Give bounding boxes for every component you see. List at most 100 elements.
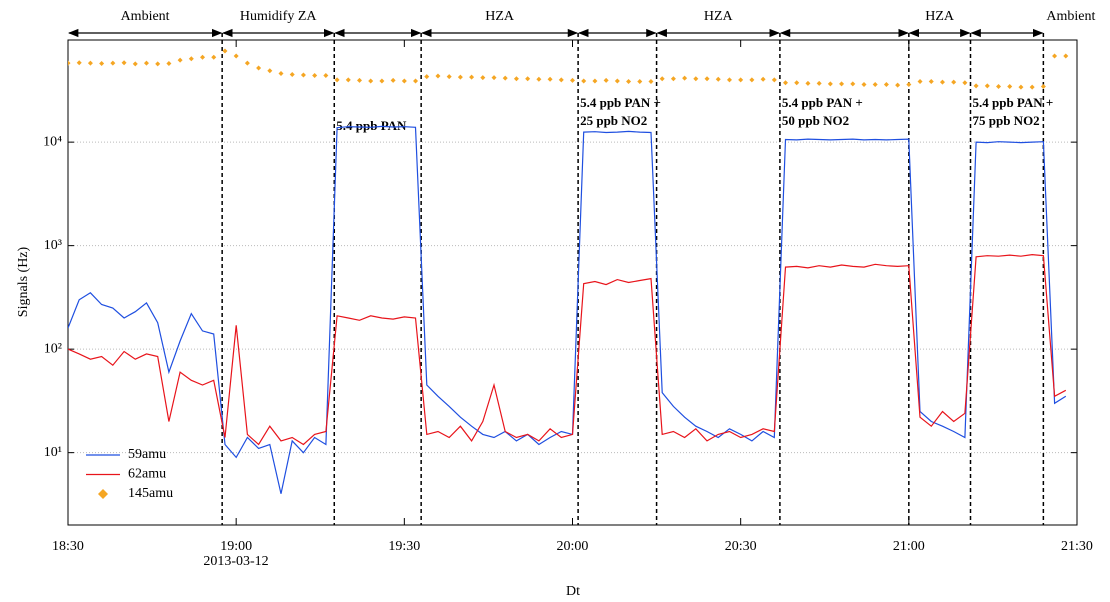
phase-label: HZA — [925, 9, 955, 24]
y-tick-label: 10³ — [44, 238, 62, 253]
series-point — [99, 61, 105, 67]
series-point — [1007, 83, 1013, 89]
series-point — [816, 80, 822, 86]
series-point — [861, 82, 867, 88]
series-point — [839, 81, 845, 87]
series-point — [491, 75, 497, 81]
series-point — [738, 77, 744, 83]
annotation: 5.4 ppb PAN — [336, 118, 407, 133]
series-point — [1052, 53, 1058, 59]
series-point — [637, 79, 643, 85]
series-point — [424, 74, 430, 80]
series-point — [962, 80, 968, 86]
x-tick-label: 18:30 — [52, 539, 84, 554]
series-point — [536, 76, 542, 82]
series-point — [850, 81, 856, 87]
series-point — [233, 53, 239, 59]
series-point — [256, 65, 262, 71]
series-point — [1040, 83, 1046, 89]
series-point — [1063, 53, 1069, 59]
y-tick-label: 10² — [44, 341, 62, 356]
x-date-label: 2013-03-12 — [203, 554, 268, 569]
series-point — [457, 74, 463, 80]
legend-marker — [98, 489, 108, 499]
series-point — [726, 77, 732, 83]
series-point — [155, 61, 161, 67]
series-point — [996, 83, 1002, 89]
series-point — [312, 73, 318, 79]
series-point — [244, 60, 250, 66]
series-point — [413, 78, 419, 84]
series-point — [794, 80, 800, 86]
series-point — [110, 60, 116, 66]
series-point — [648, 79, 654, 85]
series-point — [570, 77, 575, 83]
series-point — [76, 60, 82, 66]
series-point — [581, 78, 587, 84]
series-point — [121, 60, 127, 66]
series-point — [480, 75, 486, 81]
y-tick-label: 10⁴ — [43, 134, 62, 149]
series-point — [323, 73, 329, 79]
series-point — [166, 61, 172, 67]
series-point — [872, 82, 878, 88]
series-line — [68, 125, 1067, 494]
series-point — [805, 80, 811, 86]
series-point — [267, 68, 273, 74]
annotation: 50 ppb NO2 — [782, 113, 849, 128]
series-point — [278, 71, 284, 77]
series-point — [895, 82, 901, 88]
series-line — [68, 253, 1067, 446]
series-point — [693, 76, 699, 82]
series-point — [188, 56, 194, 62]
series-point — [222, 48, 228, 54]
series-point — [704, 76, 710, 82]
annotation: 5.4 ppb PAN + — [972, 95, 1053, 110]
series-point — [715, 76, 721, 82]
x-tick-label: 20:00 — [557, 539, 589, 554]
series-point — [68, 60, 71, 66]
phase-label: HZA — [704, 9, 734, 24]
legend-label: 59amu — [128, 447, 166, 462]
series-point — [502, 75, 508, 81]
series-point — [883, 82, 889, 88]
series-point — [547, 76, 553, 82]
series-point — [525, 76, 531, 82]
series-point — [132, 61, 138, 67]
series-point — [87, 60, 93, 66]
series-point — [939, 79, 945, 85]
series-point — [603, 77, 609, 83]
series-point — [1029, 84, 1035, 90]
x-tick-label: 20:30 — [725, 539, 757, 554]
series-point — [368, 78, 374, 84]
series-point — [345, 77, 351, 83]
series-point — [771, 77, 777, 83]
annotation: 25 ppb NO2 — [580, 113, 647, 128]
series-point — [177, 57, 183, 63]
phase-label: Humidify ZA — [240, 9, 317, 24]
phase-label: Ambient — [121, 9, 170, 24]
series-point — [469, 74, 475, 80]
y-tick-label: 10¹ — [44, 445, 62, 460]
series-point — [558, 77, 564, 83]
series-point — [435, 73, 441, 79]
series-point — [626, 79, 632, 85]
series-point — [200, 54, 206, 60]
annotation: 75 ppb NO2 — [972, 113, 1039, 128]
series-point — [356, 77, 362, 83]
series-point — [211, 54, 217, 60]
series-point — [984, 83, 990, 89]
phase-label: Ambient — [1046, 9, 1095, 24]
series-point — [659, 76, 665, 82]
series-point — [401, 78, 407, 84]
plot-area — [68, 48, 1069, 494]
series-point — [390, 77, 396, 83]
x-tick-label: 19:30 — [388, 539, 420, 554]
series-point — [749, 77, 755, 83]
annotation: 5.4 ppb PAN + — [580, 95, 661, 110]
series-point — [973, 83, 979, 89]
series-point — [289, 72, 295, 78]
phase-label: HZA — [485, 9, 515, 24]
series-point — [379, 78, 385, 84]
